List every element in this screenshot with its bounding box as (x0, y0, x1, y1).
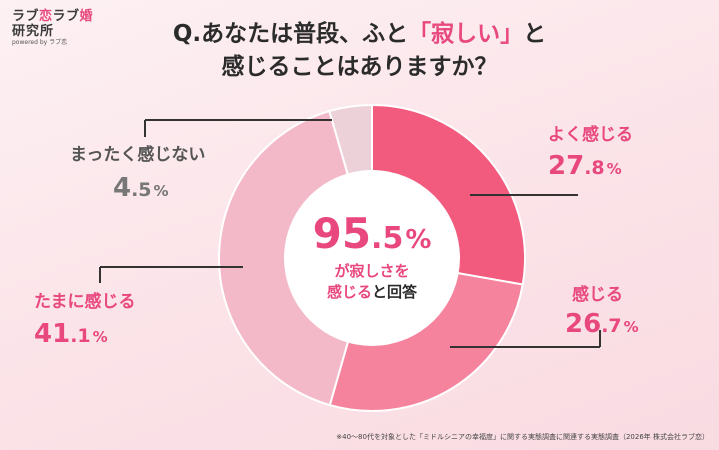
slice-label-value-2: 26.7% (565, 309, 639, 339)
slice-label-value-1: 27.8% (548, 151, 622, 181)
logo-text-a: ラブ (12, 9, 40, 24)
slice-label-name-3: たまに感じる (34, 291, 136, 312)
title-line-2: 感じることはありますか？ (221, 54, 498, 80)
slice-label-name-2: 感じる (572, 284, 623, 305)
slice-label-name-1: よく感じる (548, 124, 633, 145)
center-value: 95.5% (313, 209, 432, 258)
title-line-1: Q.あなたは普段、ふと「寂しい」と (0, 18, 719, 51)
title-prefix: Q.あなたは普段、ふと (172, 21, 409, 47)
center-line-1: が寂しさを (334, 262, 409, 280)
donut-hole (284, 170, 460, 346)
logo: ラブ恋ラブ婚 研究所 powered by ラブ恋 (12, 9, 93, 47)
footnote: ※40〜80代を対象とした「ミドルシニアの幸福度」に関する実態調査に関連する実態… (336, 433, 709, 441)
logo-lab: 研究所 (12, 24, 55, 39)
slice-label-name-4: まったく感じない (70, 144, 205, 165)
logo-text-b: 恋 (39, 9, 53, 24)
slice-label-value-3: 41.1% (34, 319, 108, 349)
slice-labels: よく感じる 27.8 % 感じる 26.7 % たまに感じる 41.1 % まったく感じない 4.5… (34, 124, 639, 349)
logo-brand: ラブ恋ラブ婚 (12, 9, 93, 24)
title-suffix: と (523, 21, 547, 47)
page-title: Q.あなたは普段、ふと「寂しい」と 感じることはありますか？ (0, 18, 719, 84)
leader-lines (99, 119, 601, 348)
logo-text-d: 婚 (79, 9, 94, 24)
logo-powered-by: powered by ラブ恋 (12, 39, 68, 46)
logo-text-c: ラブ (52, 9, 80, 24)
center-line-2: 感じると回答 (327, 283, 418, 301)
title-highlight: 「寂しい」 (408, 21, 524, 47)
slice-label-value-4: 4.5% (113, 173, 169, 203)
